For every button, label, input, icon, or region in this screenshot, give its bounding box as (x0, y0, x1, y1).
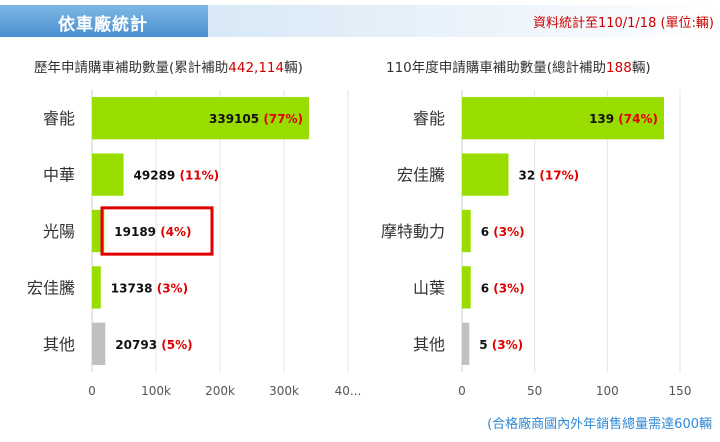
chart1-tick-label: 300k (269, 384, 299, 398)
chart1-tick-label: 0 (88, 384, 96, 398)
chart1-bar (92, 153, 124, 196)
chart1-data-label: 13738 (3%) (111, 281, 188, 295)
chart2-data-percent: (3%) (493, 281, 524, 295)
chart2-data-percent: (74%) (618, 112, 658, 126)
chart2-bar (462, 266, 471, 309)
chart1-data-value: 49289 (134, 169, 180, 183)
chart2-category-label: 其他 (413, 335, 445, 354)
chart1-data-value: 339105 (209, 112, 263, 126)
chart1-data-value: 20793 (115, 338, 161, 352)
chart2-bar (462, 209, 471, 253)
chart2-data-label: 139 (74%) (589, 112, 658, 126)
chart1-title-prefix: 歷年申請購車補助數量(累計補助 (34, 60, 229, 76)
chart2-data-value: 6 (481, 281, 494, 295)
chart2-title: 110年度申請購車補助數量(總計補助188輛) (386, 56, 651, 76)
chart2-bar (462, 97, 665, 140)
header-tab: 依車廠統計 (0, 5, 208, 37)
chart2-data-label: 32 (17%) (519, 169, 580, 183)
chart1-data-percent: (77%) (263, 112, 303, 126)
chart1-data-value: 13738 (111, 281, 157, 295)
chart2-data-value: 6 (481, 225, 494, 239)
chart2-tick-label: 50 (527, 384, 542, 398)
chart1-data-label: 19189 (4%) (114, 225, 191, 239)
chart2-data-percent: (17%) (539, 169, 579, 183)
chart1-data-percent: (5%) (161, 338, 192, 352)
chart2-category-label: 山葉 (413, 278, 445, 297)
chart2-data-value: 32 (519, 169, 540, 183)
chart2-tick-label: 0 (458, 384, 466, 398)
chart2-category-label: 摩特動力 (381, 222, 445, 241)
chart1-category-label: 宏佳騰 (27, 278, 75, 297)
chart1-data-value: 19189 (114, 225, 160, 239)
chart2-tick-label: 150 (669, 384, 692, 398)
chart2-bar (462, 153, 509, 196)
chart1-data-percent: (11%) (179, 169, 219, 183)
chart1-title-total: 442,114 (228, 60, 285, 76)
chart1-bar (92, 97, 310, 140)
header-note: 資料統計至110/1/18 (單位:輛) (532, 16, 714, 31)
chart1-tick-label: 40... (335, 384, 362, 398)
chart1-bar (92, 322, 106, 365)
chart1-highlight-box (100, 206, 214, 256)
chart1-category-label: 中華 (43, 166, 75, 185)
chart2-bar (462, 322, 470, 365)
header-bar (208, 5, 720, 37)
chart2-tick-label: 100 (596, 384, 619, 398)
footer-note: (合格廠商國內外年銷售總量需達600輛 (487, 417, 712, 432)
chart1-data-percent: (4%) (160, 225, 191, 239)
chart1-tick-label: 200k (205, 384, 235, 398)
chart2-title-prefix: 110年度申請購車補助數量(總計補助 (386, 60, 607, 76)
chart2-data-label: 5 (3%) (479, 338, 523, 352)
chart1-data-label: 339105 (77%) (209, 112, 303, 126)
chart1-title: 歷年申請購車補助數量(累計補助442,114輛) (34, 56, 303, 76)
chart2-data-label: 6 (3%) (481, 225, 525, 239)
chart1-category-label: 其他 (43, 335, 75, 354)
chart2-data-percent: (3%) (493, 225, 524, 239)
chart1-bar (92, 266, 101, 309)
chart2-title-suffix: 輛) (631, 60, 651, 76)
chart1-category-label: 光陽 (43, 222, 75, 241)
chart1-data-label: 20793 (5%) (115, 338, 192, 352)
chart2-data-value: 139 (589, 112, 618, 126)
chart1-category-label: 睿能 (43, 109, 75, 128)
chart2-data-value: 5 (479, 338, 492, 352)
chart2-title-total: 188 (606, 60, 632, 76)
chart2-category-label: 睿能 (413, 109, 445, 128)
header-title: 依車廠統計 (58, 15, 148, 35)
chart2-data-percent: (3%) (492, 338, 523, 352)
chart2-data-label: 6 (3%) (481, 281, 525, 295)
chart2-category-label: 宏佳騰 (397, 166, 445, 185)
chart1-data-percent: (3%) (157, 281, 188, 295)
chart1-data-label: 49289 (11%) (134, 169, 220, 183)
chart1-tick-label: 100k (141, 384, 171, 398)
chart1-title-suffix: 輛) (284, 60, 303, 76)
